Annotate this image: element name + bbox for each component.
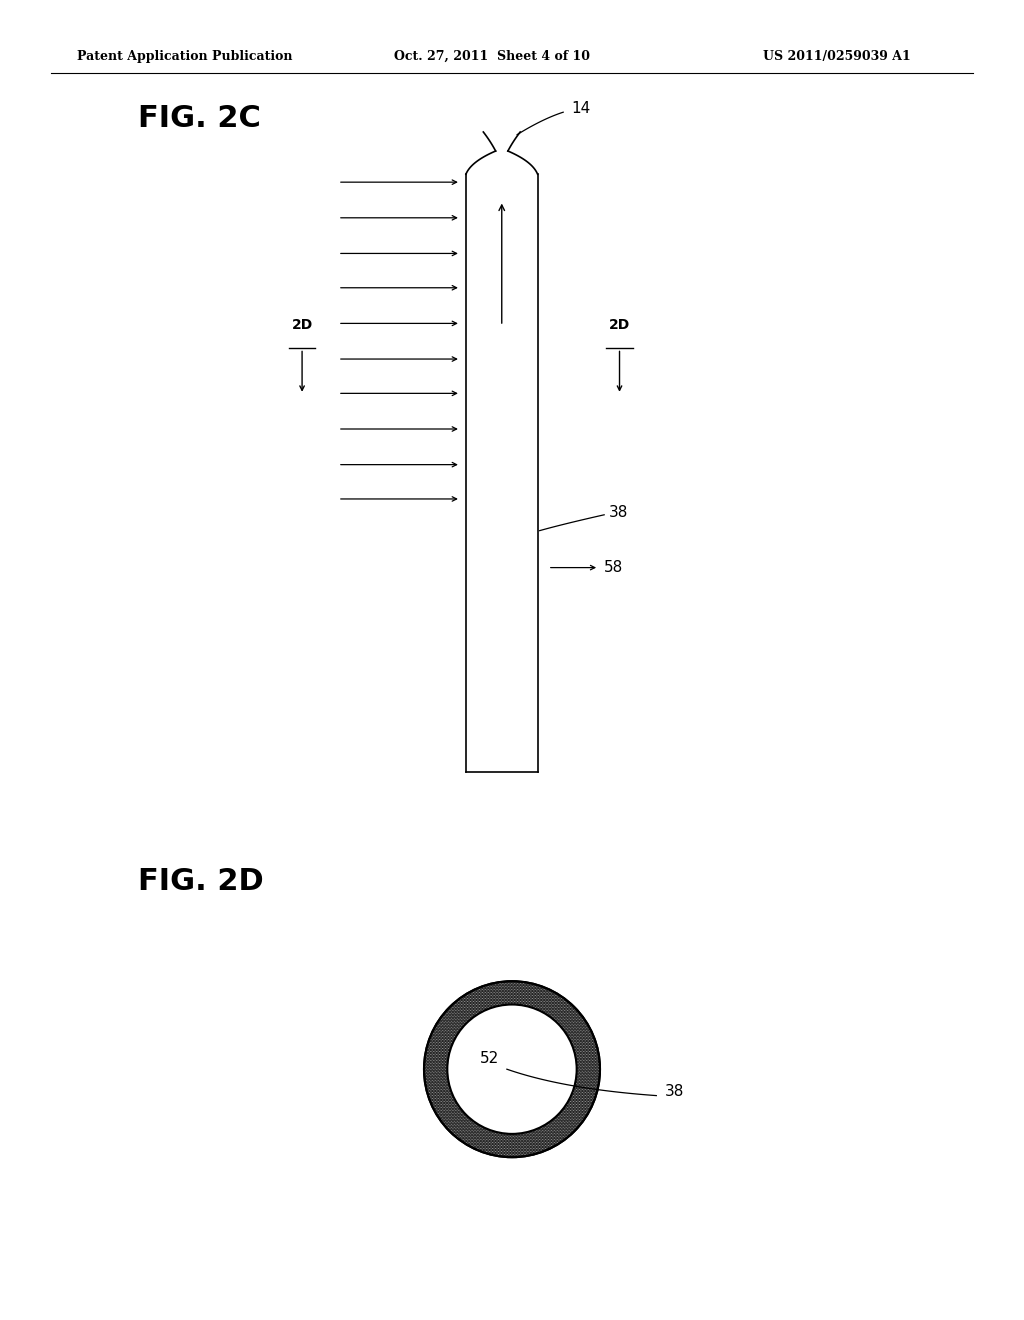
Text: 14: 14 bbox=[571, 100, 591, 116]
Text: 2D: 2D bbox=[609, 318, 630, 331]
Text: 38: 38 bbox=[665, 1084, 684, 1100]
Ellipse shape bbox=[424, 981, 600, 1158]
Text: FIG. 2C: FIG. 2C bbox=[138, 104, 261, 133]
Ellipse shape bbox=[447, 1005, 577, 1134]
Text: 52: 52 bbox=[480, 1051, 499, 1067]
Text: 2D: 2D bbox=[292, 318, 312, 331]
Text: US 2011/0259039 A1: US 2011/0259039 A1 bbox=[763, 50, 910, 63]
Text: Patent Application Publication: Patent Application Publication bbox=[77, 50, 292, 63]
Text: Oct. 27, 2011  Sheet 4 of 10: Oct. 27, 2011 Sheet 4 of 10 bbox=[394, 50, 590, 63]
Text: 58: 58 bbox=[604, 560, 624, 576]
Text: FIG. 2D: FIG. 2D bbox=[138, 867, 264, 896]
Text: 38: 38 bbox=[609, 504, 629, 520]
